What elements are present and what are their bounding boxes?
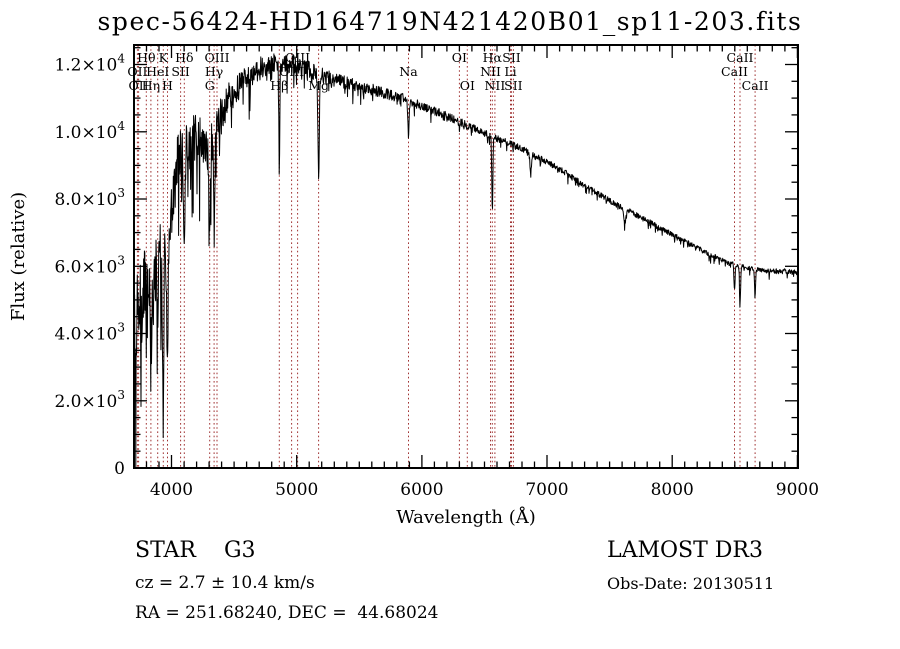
- spectral-line-label: K: [159, 50, 169, 65]
- spectrum-curve: [133, 53, 799, 468]
- y-tick-label: 2.0×103: [54, 388, 125, 412]
- footer-obs-date: Obs-Date: 20130511: [607, 574, 775, 593]
- axes: [133, 44, 799, 469]
- x-tick-label: 7000: [525, 480, 568, 500]
- spectral-line-label: Li: [504, 64, 516, 79]
- x-tick-label: 6000: [400, 480, 443, 500]
- spectral-line-label: H: [162, 78, 173, 93]
- y-tick-label: 4.0×103: [54, 321, 125, 345]
- y-axis-title: Flux (relative): [8, 192, 29, 321]
- x-tick-label: 8000: [651, 480, 694, 500]
- spectral-line-label: Hθ: [137, 50, 155, 65]
- spectral-line-label: Hβ: [270, 78, 288, 93]
- spectral-line-label: SII: [171, 64, 190, 79]
- x-axis-title: Wavelength (Å): [396, 506, 536, 528]
- x-tick-label: 9000: [776, 480, 819, 500]
- spectral-line-label: CaII: [721, 64, 748, 79]
- plot-title: spec-56424-HD164719N421420B01_sp11-203.f…: [97, 7, 803, 36]
- y-tick-label: 8.0×103: [54, 186, 125, 210]
- spectral-line-label: NII: [484, 78, 505, 93]
- footer-cz: cz = 2.7 ± 10.4 km/s: [135, 573, 315, 593]
- spectral-line-label: OIII: [204, 50, 229, 65]
- y-tick-label: 1.0×104: [54, 119, 125, 143]
- spectral-line-label: CaII: [742, 78, 769, 93]
- spectral-line-label: NII: [480, 64, 501, 79]
- y-tick-label: 6.0×103: [54, 253, 125, 277]
- spectral-line-label: Na: [399, 64, 418, 79]
- footer-survey: LAMOST DR3: [607, 538, 763, 563]
- spectral-line-label: CaII: [727, 50, 754, 65]
- x-tick-label: 4000: [150, 480, 193, 500]
- spectral-line-label: OI: [460, 78, 475, 93]
- spectral-line-label: Hα: [483, 50, 503, 65]
- spectral-line-label: Hη: [142, 78, 160, 93]
- spectral-line-label: SII: [504, 78, 523, 93]
- spectral-line-label: OI: [452, 50, 467, 65]
- spectral-line-label: HeI: [146, 64, 169, 79]
- x-tick-label: 5000: [275, 480, 318, 500]
- spectral-line-label: OII: [127, 64, 147, 79]
- spectral-line-labels: OIIOIIHθHηHeIKHSIIHδGHγOIIIHβOIIIOIIIMgN…: [127, 50, 768, 93]
- footer-star-class: STAR G3: [135, 538, 256, 563]
- spectral-line-markers: [136, 45, 756, 468]
- footer-radec: RA = 251.68240, DEC = 44.68024: [135, 603, 439, 623]
- spectral-line-label: Hδ: [175, 50, 193, 65]
- y-tick-label: 0: [114, 459, 125, 479]
- spectral-line-label: Hγ: [205, 64, 223, 79]
- spectral-line-label: SII: [502, 50, 521, 65]
- spectral-line-label: G: [205, 78, 215, 93]
- y-tick-label: 1.2×104: [54, 52, 125, 76]
- plot-border: [133, 44, 799, 469]
